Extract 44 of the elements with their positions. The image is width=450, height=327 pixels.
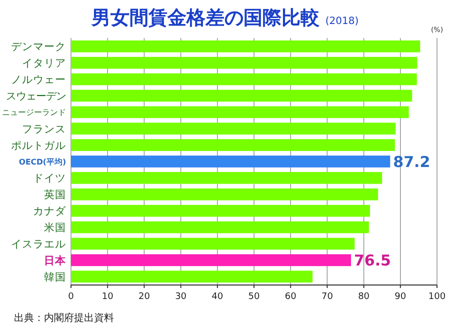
bar <box>71 106 409 118</box>
x-tick-label: 70 <box>321 292 334 302</box>
x-tick-label: 100 <box>428 292 446 302</box>
y-tick-label: スウェーデン <box>6 90 66 102</box>
y-tick-label: デンマーク <box>11 41 66 54</box>
x-tick-label: 20 <box>138 292 150 302</box>
bar <box>71 172 382 184</box>
x-tick-label: 60 <box>284 292 297 302</box>
y-tick-label: イタリア <box>22 58 66 70</box>
data-label: 87.2 <box>393 152 430 171</box>
x-tick-label: 50 <box>248 292 260 302</box>
bar <box>71 122 396 135</box>
x-tick-label: 30 <box>175 292 187 302</box>
y-tick-label: 米国 <box>44 221 66 234</box>
y-tick-label: カナダ <box>33 206 67 218</box>
bar <box>71 40 420 52</box>
bar <box>71 204 370 217</box>
bar <box>71 270 313 283</box>
x-tick-label: 10 <box>102 292 114 302</box>
bar <box>71 73 417 86</box>
y-tick-label: 日本 <box>44 254 67 267</box>
bar <box>71 56 418 69</box>
y-tick-label: ノルウェー <box>11 74 66 86</box>
x-tick-label: 40 <box>212 292 224 302</box>
bar <box>71 238 355 250</box>
y-tick-label: イスラエル <box>11 238 66 251</box>
y-tick-label: 韓国 <box>44 270 66 284</box>
x-tick-label: 80 <box>358 292 370 302</box>
y-tick-label: 英国 <box>44 188 66 202</box>
y-tick-label: ドイツ <box>33 172 66 185</box>
bar <box>71 254 351 266</box>
x-tick-label: 0 <box>68 292 74 302</box>
x-tick-label: 90 <box>394 292 406 302</box>
data-label: 76.5 <box>354 252 392 270</box>
bar <box>71 90 412 102</box>
bar <box>71 139 395 151</box>
y-tick-label: フランス <box>22 123 66 136</box>
bar <box>71 188 378 200</box>
bar <box>71 221 369 234</box>
bar <box>71 156 390 168</box>
source-note: 出典：内閣府提出資料 <box>14 312 114 324</box>
chart-title: 男女間賃金格差の国際比較 <box>91 7 320 29</box>
y-tick-label: ポルトガル <box>11 140 66 152</box>
chart-subtitle: (2018) <box>325 16 359 27</box>
